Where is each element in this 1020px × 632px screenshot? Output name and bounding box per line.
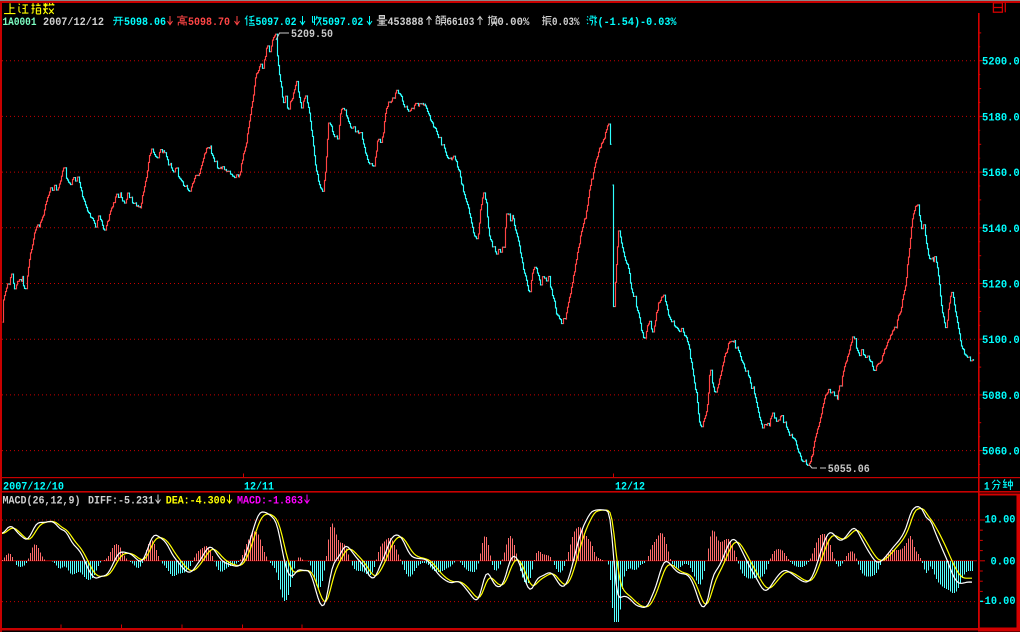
svg-text:5080.00: 5080.00 [982,391,1020,403]
svg-text:5098.06: 5098.06 [124,17,166,29]
svg-text:-10.00: -10.00 [979,596,1016,608]
svg-text:12/12: 12/12 [615,482,645,494]
svg-text:12/11: 12/11 [244,482,274,494]
svg-text:2007/12/12: 2007/12/12 [43,17,104,29]
svg-text:5097.02: 5097.02 [256,17,297,29]
svg-text:5160.00: 5160.00 [982,168,1020,180]
svg-text:5060.00: 5060.00 [982,447,1020,459]
svg-text:5180.00: 5180.00 [982,112,1020,124]
svg-text:453888: 453888 [388,17,424,29]
svg-text:5200.00: 5200.00 [982,57,1020,69]
svg-text:5097.02: 5097.02 [322,17,363,29]
svg-text:MACD(26,12,9): MACD(26,12,9) [3,496,81,508]
svg-text:10.00: 10.00 [985,515,1016,527]
svg-text:MACD:-1.863: MACD:-1.863 [237,496,303,508]
svg-text:5100.00: 5100.00 [982,335,1020,347]
svg-text:5209.50: 5209.50 [291,29,333,41]
svg-text:5140.00: 5140.00 [982,224,1020,236]
svg-text:5098.70: 5098.70 [188,17,230,29]
svg-text:5055.06: 5055.06 [828,464,870,476]
svg-text:1: 1 [984,482,990,494]
svg-text:1A0001: 1A0001 [3,17,37,29]
svg-text:0.00%: 0.00% [497,17,529,29]
svg-text:(-1.54)-0.03%: (-1.54)-0.03% [598,17,677,29]
svg-text:2007/12/10: 2007/12/10 [3,482,64,494]
svg-text:5120.00: 5120.00 [982,280,1020,292]
svg-text:66103: 66103 [446,17,474,29]
svg-text:0.00: 0.00 [991,557,1016,569]
svg-text:0.03%: 0.03% [552,17,580,29]
svg-text:DIFF:-5.231: DIFF:-5.231 [88,496,154,508]
svg-text:DEA:-4.300: DEA:-4.300 [166,496,226,508]
